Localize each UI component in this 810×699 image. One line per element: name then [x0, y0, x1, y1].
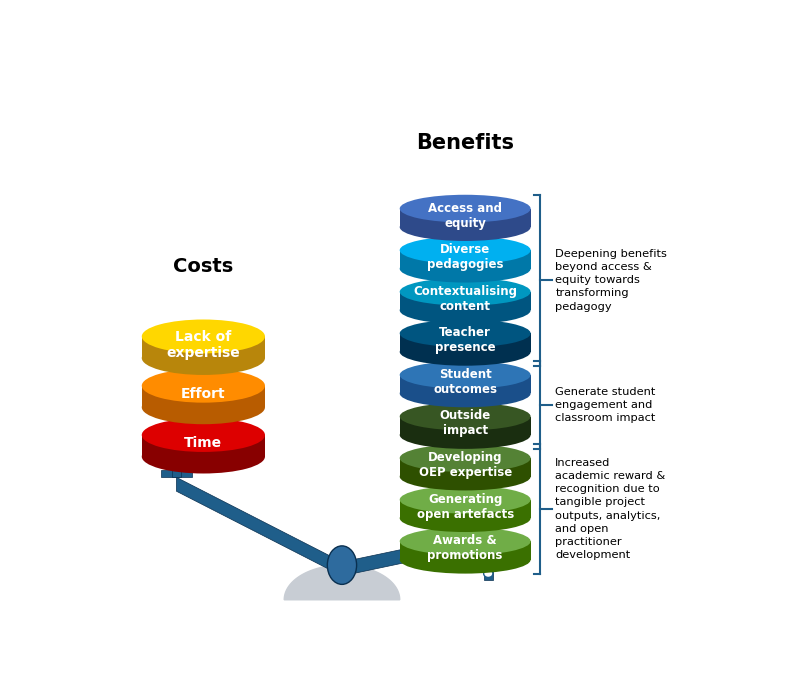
Ellipse shape: [142, 319, 265, 354]
Ellipse shape: [399, 504, 531, 532]
Ellipse shape: [399, 296, 531, 324]
Ellipse shape: [399, 255, 531, 282]
Bar: [161, 470, 192, 477]
FancyBboxPatch shape: [399, 250, 531, 268]
Ellipse shape: [172, 445, 181, 453]
Text: Outside
impact: Outside impact: [440, 410, 491, 438]
FancyBboxPatch shape: [142, 435, 265, 456]
FancyBboxPatch shape: [399, 375, 531, 394]
Text: Developing
OEP expertise: Developing OEP expertise: [419, 451, 512, 479]
Ellipse shape: [142, 440, 265, 473]
Text: Awards &
promotions: Awards & promotions: [428, 534, 503, 562]
Text: Benefits: Benefits: [416, 134, 514, 153]
Text: Lack of
expertise: Lack of expertise: [167, 330, 241, 360]
Ellipse shape: [399, 546, 531, 574]
FancyBboxPatch shape: [399, 417, 531, 435]
Text: Costs: Costs: [173, 257, 233, 275]
Text: Student
outcomes: Student outcomes: [433, 368, 497, 396]
Text: Diverse
pedagogies: Diverse pedagogies: [427, 243, 504, 271]
Ellipse shape: [327, 546, 356, 584]
Ellipse shape: [484, 570, 493, 577]
FancyBboxPatch shape: [399, 291, 531, 310]
Polygon shape: [284, 565, 399, 600]
Ellipse shape: [399, 213, 531, 241]
Ellipse shape: [142, 418, 265, 452]
Bar: [484, 553, 493, 579]
Text: Access and
equity: Access and equity: [428, 201, 502, 229]
FancyBboxPatch shape: [399, 458, 531, 477]
Ellipse shape: [399, 338, 531, 366]
Text: Deepening benefits
beyond access &
equity towards
transforming
pedagogy: Deepening benefits beyond access & equit…: [556, 249, 667, 312]
FancyBboxPatch shape: [142, 336, 265, 358]
Ellipse shape: [399, 195, 531, 222]
Ellipse shape: [399, 278, 531, 305]
Text: Generate student
engagement and
classroom impact: Generate student engagement and classroo…: [556, 387, 655, 423]
Text: Contextualising
content: Contextualising content: [413, 284, 517, 312]
Polygon shape: [342, 531, 488, 576]
Ellipse shape: [142, 369, 265, 403]
Text: Effort: Effort: [181, 387, 226, 401]
FancyBboxPatch shape: [399, 208, 531, 227]
Bar: [473, 545, 504, 553]
Bar: [172, 442, 181, 477]
Ellipse shape: [142, 390, 265, 424]
FancyBboxPatch shape: [399, 333, 531, 352]
Text: Generating
open artefacts: Generating open artefacts: [416, 493, 514, 521]
Ellipse shape: [399, 319, 531, 347]
Text: Time: Time: [185, 436, 223, 450]
Text: Increased
academic reward &
recognition due to
tangible project
outputs, analyti: Increased academic reward & recognition …: [556, 458, 666, 560]
Text: Teacher
presence: Teacher presence: [435, 326, 496, 354]
Ellipse shape: [142, 341, 265, 375]
Ellipse shape: [399, 380, 531, 408]
Ellipse shape: [399, 463, 531, 491]
FancyBboxPatch shape: [399, 500, 531, 518]
Ellipse shape: [399, 236, 531, 264]
Polygon shape: [177, 477, 342, 576]
Ellipse shape: [399, 486, 531, 514]
Ellipse shape: [399, 403, 531, 431]
FancyBboxPatch shape: [142, 386, 265, 408]
Ellipse shape: [399, 528, 531, 555]
FancyBboxPatch shape: [399, 541, 531, 560]
Ellipse shape: [399, 445, 531, 472]
Ellipse shape: [399, 421, 531, 449]
Ellipse shape: [399, 361, 531, 389]
